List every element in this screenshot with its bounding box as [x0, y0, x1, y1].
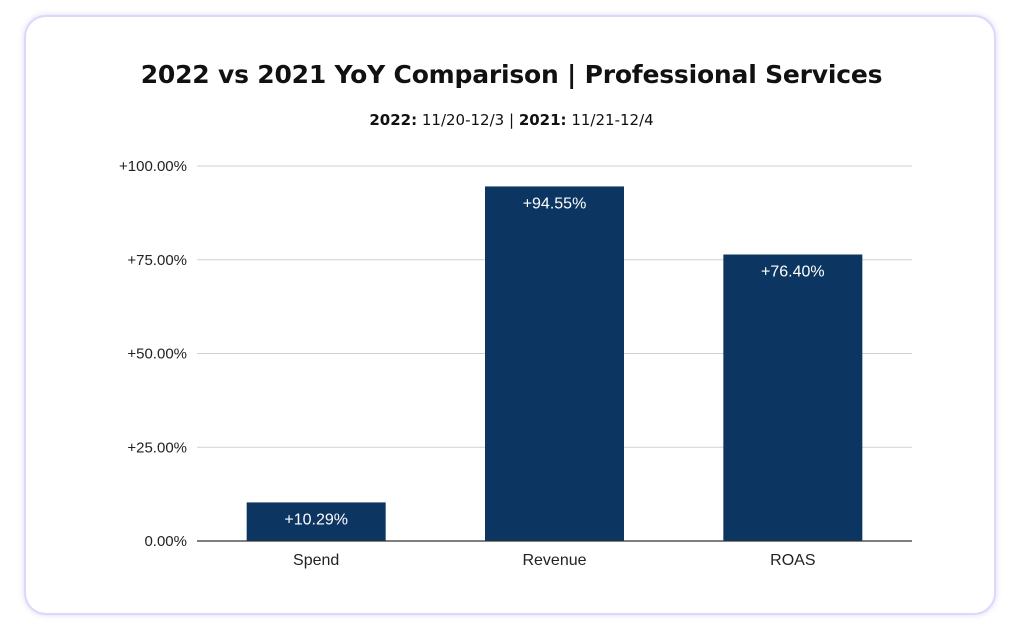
x-tick-label-spend: Spend — [293, 552, 339, 569]
y-tick-label: 0.00% — [144, 533, 187, 550]
data-label-revenue: +94.55% — [523, 195, 587, 212]
subtitle-range-2022: 11/20-12/3 — [421, 111, 505, 129]
y-tick-label: +50.00% — [127, 346, 187, 363]
x-tick-label-revenue: Revenue — [522, 552, 586, 569]
bar-roas — [723, 254, 863, 541]
x-tick-label-roas: ROAS — [770, 552, 815, 569]
bar-spend — [246, 502, 386, 541]
y-tick-label: +100.00% — [119, 158, 187, 175]
y-tick-label: +25.00% — [127, 439, 187, 456]
chart-title: 2022 vs 2021 YoY Comparison | Profession… — [140, 60, 883, 89]
chart-subtitle: 2022: 11/20-12/3 | 2021: 11/21-12/4 — [0, 111, 1023, 129]
subtitle-range-2021: 11/21-12/4 — [571, 111, 654, 129]
bar-revenue — [485, 186, 624, 541]
subtitle-separator: | — [508, 111, 515, 129]
data-label-spend: +10.29% — [284, 511, 348, 528]
subtitle-label-2021: 2021: — [518, 111, 567, 129]
subtitle-label-2022: 2022: — [369, 111, 418, 129]
y-tick-label: +75.00% — [127, 252, 187, 269]
bars: +10.29% +94.55% +76.40% — [246, 186, 863, 541]
y-axis-ticks: 0.00% +25.00% +50.00% +75.00% +100.00% — [119, 158, 187, 550]
data-label-roas: +76.40% — [761, 264, 825, 281]
x-axis-ticks: Spend Revenue ROAS — [293, 552, 815, 569]
